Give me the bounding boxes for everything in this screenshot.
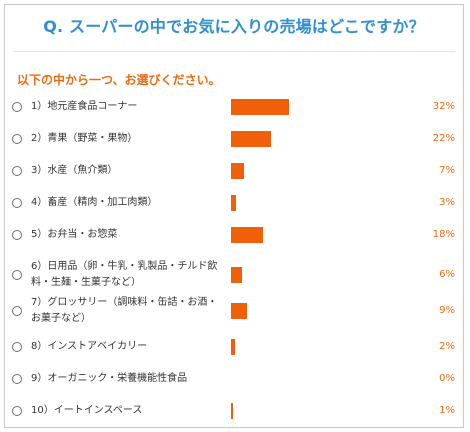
percent-label: 2% — [439, 341, 455, 352]
result-bar — [231, 267, 242, 283]
result-bar — [231, 339, 235, 355]
radio-button[interactable] — [12, 230, 22, 240]
radio-button[interactable] — [12, 198, 22, 208]
result-bar — [231, 163, 244, 179]
result-bar — [231, 195, 237, 211]
option-label: 10）イートインスペース — [31, 405, 143, 416]
percent-label: 32% — [432, 101, 455, 112]
option-label: 6）日用品（卵・牛乳・乳製品・チルド飲料・生麺・生菓子など） — [31, 261, 218, 288]
option-label: 7）グロッサリー（調味料・缶詰・お酒・お菓子など） — [31, 297, 218, 324]
radio-button[interactable] — [12, 406, 22, 416]
radio-button[interactable] — [12, 134, 22, 144]
question-title: Q. スーパーの中でお気に入りの売場はどこですか？ — [43, 17, 425, 36]
radio-button[interactable] — [12, 342, 22, 352]
result-bar — [231, 303, 248, 319]
radio-button[interactable] — [12, 306, 22, 316]
option-label: 8）インストアベイカリー — [31, 341, 148, 352]
percent-label: 9% — [439, 305, 455, 316]
result-bar — [231, 131, 271, 147]
percent-label: 1% — [439, 405, 455, 416]
survey-panel: Q. スーパーの中でお気に入りの売場はどこですか？ 以下の中から一つ、お選びくだ… — [4, 4, 464, 428]
radio-button[interactable] — [12, 166, 22, 176]
option-label: 5）お弁当・お惣菜 — [31, 229, 118, 240]
result-bar — [231, 403, 233, 419]
percent-label: 22% — [432, 133, 455, 144]
percent-label: 0% — [439, 373, 455, 384]
percent-label: 6% — [439, 269, 455, 280]
option-label: 4）畜産（精肉・加工肉類） — [31, 197, 158, 208]
percent-label: 3% — [439, 197, 455, 208]
radio-button[interactable] — [12, 270, 22, 280]
percent-label: 7% — [439, 165, 455, 176]
divider — [13, 51, 455, 52]
option-label: 2）青果（野菜・果物） — [31, 133, 138, 144]
result-bar — [231, 227, 264, 243]
radio-button[interactable] — [12, 374, 22, 384]
option-label: 1）地元産食品コーナー — [31, 101, 138, 112]
option-label: 3）水産（魚介類） — [31, 165, 118, 176]
radio-button[interactable] — [12, 102, 22, 112]
percent-label: 18% — [432, 229, 455, 240]
instruction-text: 以下の中から一つ、お選びください。 — [17, 73, 221, 87]
result-bar — [231, 99, 289, 115]
option-label: 9）オーガニック・栄養機能性食品 — [31, 373, 188, 384]
